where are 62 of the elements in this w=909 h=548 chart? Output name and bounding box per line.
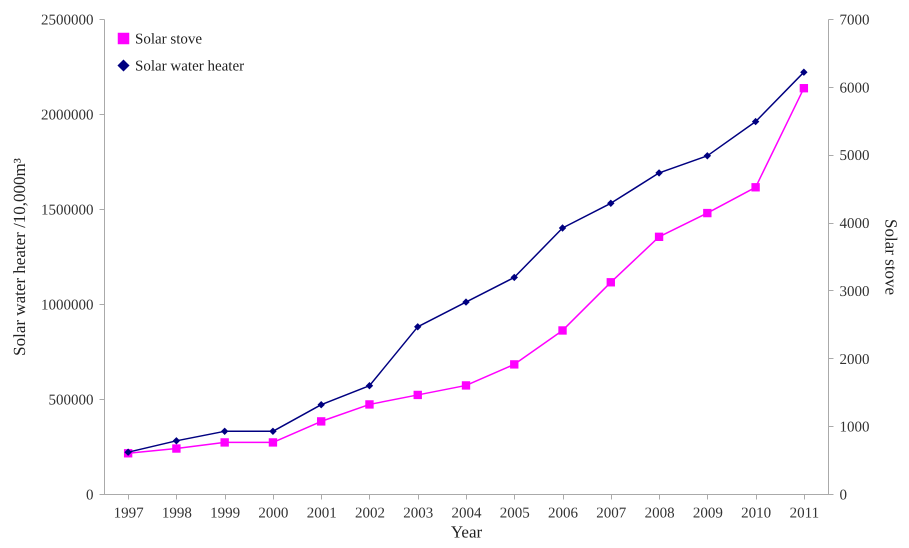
y2-tick-label: 3000	[840, 284, 870, 300]
point	[510, 360, 518, 369]
point	[317, 417, 326, 426]
y2-tick-label: 6000	[840, 80, 870, 96]
point	[317, 400, 325, 408]
point	[800, 68, 808, 76]
point	[268, 438, 278, 447]
y2-tick-label: 2000	[840, 352, 870, 368]
point	[703, 208, 712, 218]
point	[366, 382, 374, 390]
x-tick-label: 2000	[258, 506, 288, 522]
point	[269, 428, 277, 436]
y-tick-label: 0	[86, 488, 94, 504]
x-tick-label: 2006	[548, 506, 579, 522]
x-tick-label: 2003	[403, 506, 434, 522]
y-tick-label: 1500000	[41, 202, 94, 218]
point	[220, 438, 229, 447]
x-tick-label: 2010	[741, 506, 772, 522]
x-tick-label: 2001	[306, 506, 337, 522]
point	[462, 298, 470, 306]
x-tick-label: 1997	[114, 506, 144, 522]
point	[220, 428, 228, 436]
x-tick-label: 2005	[500, 506, 530, 522]
point	[558, 326, 567, 335]
point	[510, 274, 518, 282]
y2-tick-label: 1000	[840, 420, 870, 436]
x-tick-label: 2011	[790, 506, 820, 522]
x-tick-label: 1998	[162, 506, 192, 522]
y-tick-label: 500000	[48, 392, 94, 408]
y2-tick-label: 4000	[840, 216, 870, 232]
x-tick-label: 2008	[644, 506, 675, 522]
x-tick-label: 2007	[596, 506, 627, 522]
point	[606, 278, 615, 286]
point	[800, 84, 808, 92]
y-tick-label: 1000000	[41, 298, 94, 314]
x-axis-title: Year	[450, 522, 482, 542]
x-tick-label: 2009	[692, 506, 723, 522]
x-tick-label: 1999	[210, 506, 240, 522]
y2-tick-label: 5000	[840, 148, 870, 164]
point	[655, 169, 663, 177]
point	[751, 183, 760, 192]
point	[414, 323, 422, 331]
point	[462, 381, 470, 390]
y-tick-label: 2000000	[41, 108, 94, 124]
y2-tick-label: 7000	[840, 12, 870, 28]
point	[414, 390, 422, 400]
point	[704, 152, 712, 160]
x-tick-label: 2004	[452, 506, 482, 522]
point	[752, 118, 760, 126]
legend-label: Solar stove	[135, 32, 202, 48]
point	[172, 437, 180, 445]
legend-label: Solar water heater	[135, 58, 244, 74]
point	[558, 224, 566, 232]
x-tick-label: 2002	[354, 506, 385, 522]
point	[365, 400, 374, 409]
y2-axis-title: Solar stove	[882, 218, 900, 296]
y2-tick-label: 0	[840, 488, 847, 504]
point	[607, 200, 615, 208]
point	[654, 232, 664, 242]
y-tick-label: 2500000	[41, 12, 94, 28]
y-axis-title: Solar water heater /10,000m³	[10, 158, 29, 356]
point	[172, 444, 181, 453]
